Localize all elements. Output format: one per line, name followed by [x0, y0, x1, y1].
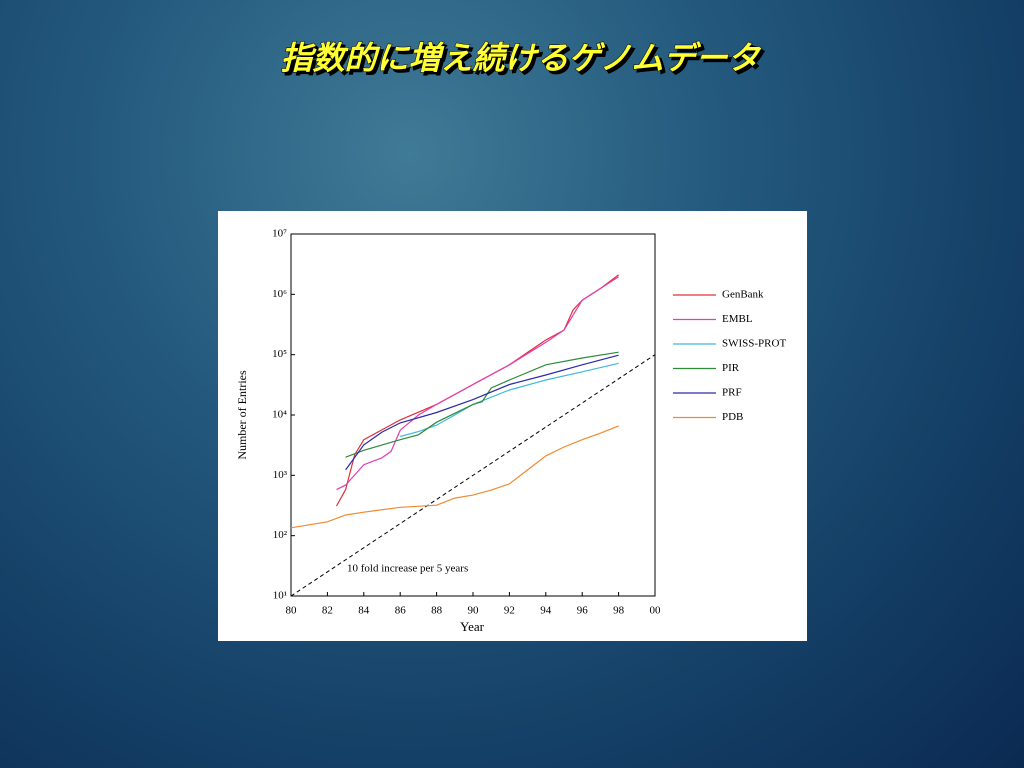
y-tick-label: 10²	[273, 529, 288, 541]
x-tick-label: 94	[540, 605, 552, 617]
y-tick-label: 10³	[273, 469, 288, 481]
annotation: 10 fold increase per 5 years	[347, 563, 468, 575]
x-tick-label: 84	[358, 605, 370, 617]
x-tick-label: 98	[613, 605, 625, 617]
y-tick-label: 10⁶	[272, 288, 287, 300]
x-tick-label: 88	[431, 605, 443, 617]
chart-panel	[218, 211, 807, 641]
y-tick-label: 10⁴	[272, 409, 287, 421]
legend-label: GenBank	[722, 289, 764, 301]
x-tick-label: 92	[504, 605, 515, 617]
y-tick-label: 10⁵	[272, 348, 287, 360]
x-tick-label: 00	[650, 605, 662, 617]
legend-label: PRF	[722, 387, 742, 399]
legend-label: PIR	[722, 362, 740, 374]
reference-line	[290, 354, 656, 597]
y-tick-label: 10¹	[273, 590, 287, 602]
y-axis-label: Number of Entries	[235, 370, 249, 460]
legend-label: SWISS-PROT	[722, 338, 786, 350]
x-tick-label: 96	[577, 605, 589, 617]
x-tick-label: 90	[468, 605, 480, 617]
series-line	[290, 425, 619, 529]
x-axis-label: Year	[460, 619, 485, 634]
slide-title: 指数的に増え続けるゲノムデータ	[280, 39, 761, 77]
x-tick-label: 80	[286, 605, 298, 617]
x-tick-label: 82	[322, 605, 333, 617]
series-line	[336, 276, 619, 491]
series-line	[345, 351, 619, 458]
legend-label: EMBL	[722, 313, 753, 325]
y-tick-label: 10⁷	[272, 228, 287, 240]
legend-label: PDB	[722, 411, 743, 423]
series-line	[345, 354, 619, 471]
x-tick-label: 86	[395, 605, 407, 617]
